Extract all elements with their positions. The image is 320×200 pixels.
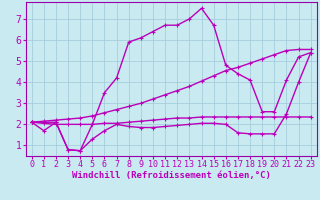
X-axis label: Windchill (Refroidissement éolien,°C): Windchill (Refroidissement éolien,°C) [72, 171, 271, 180]
